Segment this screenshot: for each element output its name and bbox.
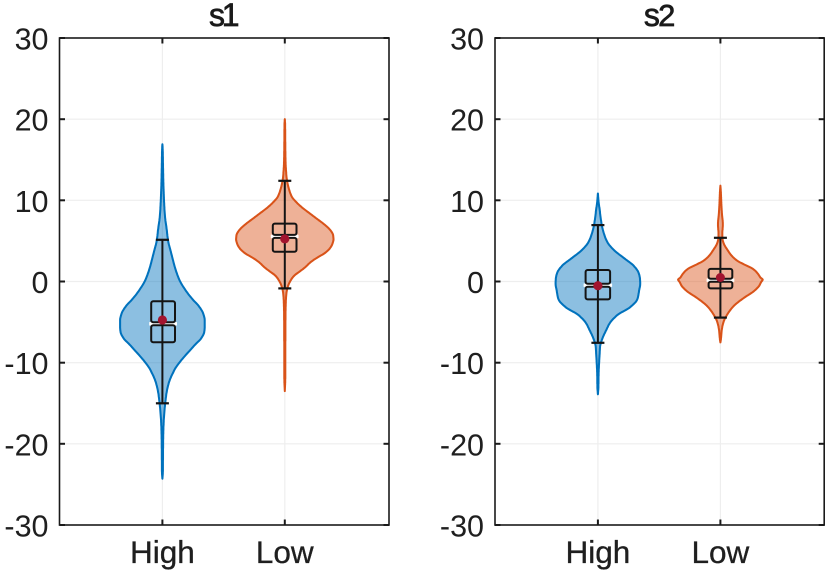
svg-text:s: s	[209, 0, 225, 33]
svg-text:1: 1	[222, 0, 240, 33]
svg-text:10: 10	[15, 185, 49, 219]
svg-text:-10: -10	[440, 347, 484, 381]
svg-text:30: 30	[15, 23, 49, 57]
svg-text:Low: Low	[692, 534, 750, 570]
svg-text:-30: -30	[440, 510, 484, 544]
svg-text:-20: -20	[440, 428, 484, 462]
svg-text:-30: -30	[4, 510, 48, 544]
svg-text:0: 0	[467, 266, 484, 300]
svg-text:-10: -10	[4, 347, 48, 381]
svg-text:30: 30	[450, 23, 484, 57]
svg-text:Low: Low	[256, 534, 314, 570]
svg-text:High: High	[130, 534, 195, 570]
svg-text:s: s	[644, 0, 660, 33]
svg-text:20: 20	[15, 104, 49, 138]
svg-text:High: High	[566, 534, 631, 570]
svg-text:10: 10	[450, 185, 484, 219]
svg-text:-20: -20	[4, 428, 48, 462]
svg-text:0: 0	[32, 266, 49, 300]
svg-text:20: 20	[450, 104, 484, 138]
svg-text:2: 2	[658, 0, 675, 33]
